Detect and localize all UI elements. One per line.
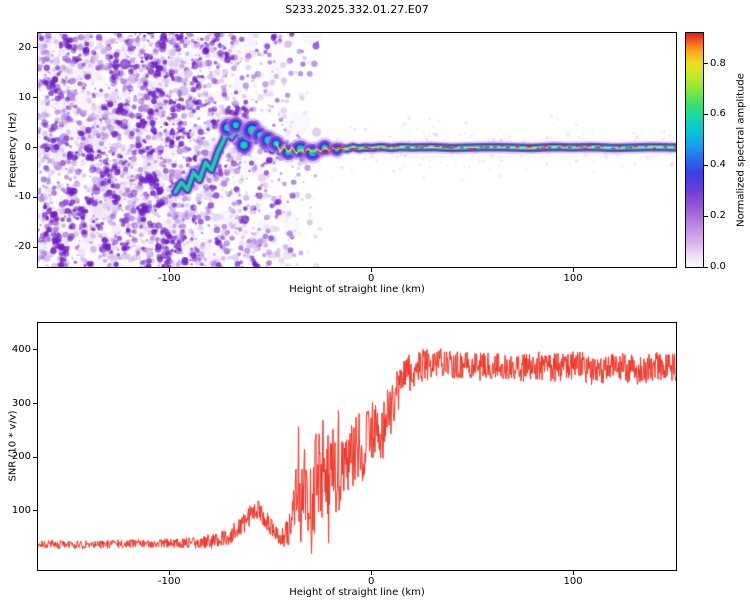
tick-label: -100 [157, 576, 181, 587]
tick-mark [572, 571, 574, 575]
tick-mark [33, 403, 38, 405]
tick-mark [704, 63, 708, 65]
tick-label: 0.8 [710, 57, 726, 69]
tick-mark [704, 266, 708, 268]
tick-mark [704, 113, 708, 115]
spectrogram-xlabel: Height of straight line (km) [289, 284, 425, 295]
tick-mark [33, 147, 38, 148]
tick-mark [33, 97, 38, 99]
tick-mark [33, 246, 38, 248]
tick-mark [572, 268, 574, 272]
tick-mark [370, 571, 372, 575]
tick-label: 0.4 [710, 159, 726, 171]
tick-label: 300 [11, 397, 31, 409]
tick-label: 20 [18, 41, 31, 53]
colorbar-canvas [686, 33, 703, 267]
snr-frame [37, 322, 677, 571]
spectrogram-frame [37, 32, 677, 268]
tick-label: 0.0 [710, 261, 726, 272]
tick-mark [33, 510, 38, 512]
spectrogram-canvas [38, 33, 676, 267]
tick-label: 0.2 [710, 210, 726, 222]
colorbar-label: Normalized spectral amplitude [735, 73, 747, 227]
tick-mark [704, 215, 708, 217]
tick-label: 100 [563, 273, 583, 284]
tick-label: 100 [11, 504, 31, 516]
tick-label: 0 [24, 141, 31, 153]
tick-label: 100 [563, 576, 583, 587]
tick-label: 0.6 [710, 108, 726, 120]
tick-label: -10 [14, 191, 31, 203]
tick-label: 400 [11, 343, 31, 355]
tick-label: 0 [367, 273, 375, 284]
tick-mark [704, 164, 708, 166]
tick-mark [168, 268, 170, 272]
figure-title: S233.2025.332.01.27.E07 [285, 3, 429, 16]
snr-ylabel: SNR (10 * v/v) [7, 410, 19, 482]
colorbar-frame [685, 32, 704, 268]
tick-label: 10 [18, 91, 31, 103]
tick-label: 0 [367, 576, 375, 587]
tick-label: 200 [11, 451, 31, 463]
tick-mark [370, 268, 372, 272]
tick-mark [33, 456, 38, 458]
tick-label: -20 [14, 241, 31, 253]
tick-label: -100 [157, 273, 181, 284]
tick-mark [33, 196, 38, 198]
tick-mark [33, 349, 38, 351]
tick-mark [168, 571, 170, 575]
snr-xlabel: Height of straight line (km) [289, 587, 425, 598]
snr-canvas [38, 323, 676, 570]
tick-mark [33, 47, 38, 49]
